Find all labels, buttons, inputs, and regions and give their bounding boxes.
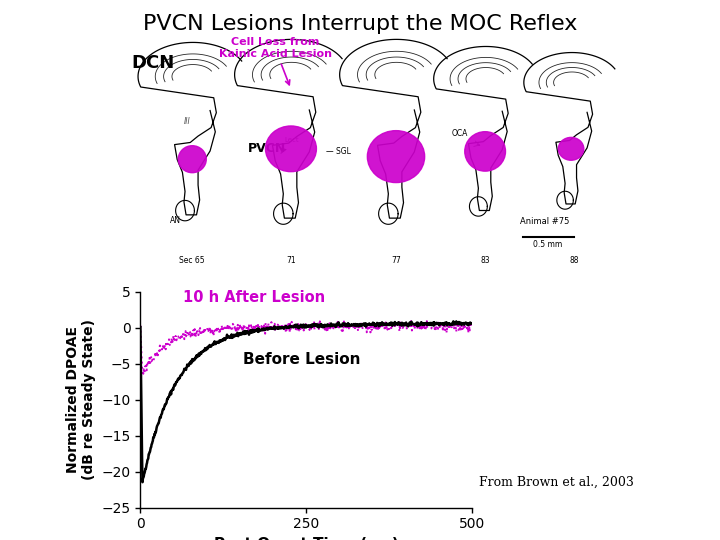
Text: Lect: Lect [284, 137, 300, 143]
X-axis label: Post Onset Time (ms): Post Onset Time (ms) [214, 537, 398, 540]
Text: Sec 65: Sec 65 [179, 256, 205, 265]
Ellipse shape [266, 126, 316, 172]
Ellipse shape [367, 131, 425, 183]
Text: 10 h After Lesion: 10 h After Lesion [184, 291, 325, 306]
Text: Animal #75: Animal #75 [520, 217, 570, 226]
Text: Cell Loss from
Kainic Acid Lesion: Cell Loss from Kainic Acid Lesion [219, 37, 331, 85]
Ellipse shape [179, 146, 207, 173]
Ellipse shape [558, 137, 584, 160]
Text: AN: AN [170, 216, 181, 225]
Text: PVCN: PVCN [248, 143, 286, 156]
Ellipse shape [464, 132, 505, 171]
Text: 88: 88 [570, 256, 579, 265]
Text: DCN: DCN [132, 55, 175, 72]
Y-axis label: Normalized DPOAE
(dB re Steady State): Normalized DPOAE (dB re Steady State) [66, 319, 96, 480]
Text: 71: 71 [286, 256, 296, 265]
Text: 83: 83 [480, 256, 490, 265]
Text: From Brown et al., 2003: From Brown et al., 2003 [479, 476, 634, 489]
Text: III: III [184, 117, 191, 126]
Text: OCA: OCA [451, 129, 468, 138]
Text: Before Lesion: Before Lesion [243, 352, 361, 367]
Text: 0.5 mm: 0.5 mm [533, 240, 562, 249]
Text: 77: 77 [391, 256, 401, 265]
Text: PVCN Lesions Interrupt the MOC Reflex: PVCN Lesions Interrupt the MOC Reflex [143, 14, 577, 33]
Text: — SGL: — SGL [326, 147, 351, 156]
